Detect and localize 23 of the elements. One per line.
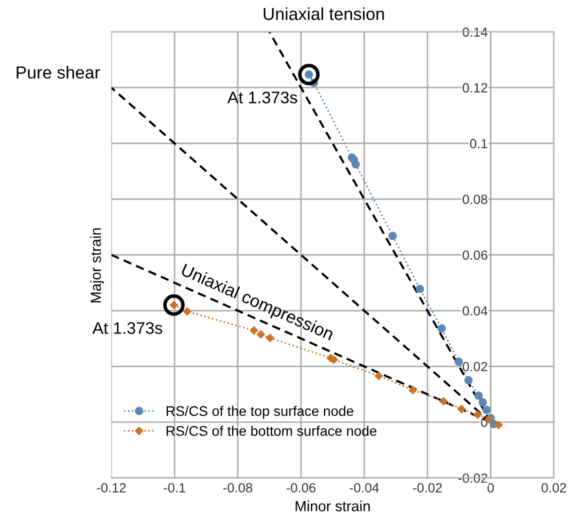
x-tick-label: 0 [488,483,494,492]
annotation: At 1.373s [227,92,298,104]
x-tick-label: -0.12 [96,483,126,492]
annotation: At 1.373s [92,322,162,334]
x-axis-title: Minor strain [296,500,370,512]
legend-label: RS/CS of the bottom surface node [166,426,376,436]
y-tick-label: 0.02 [462,362,488,372]
x-tick-label: -0.08 [223,483,252,492]
x-tick-label: -0.04 [350,483,379,492]
y-tick-label: 0.1 [470,138,488,148]
y-tick-label: 0.08 [462,194,488,204]
y-tick-label: 0.12 [462,83,488,93]
annotation: Pure shear [16,66,100,79]
y-tick-label: 0.06 [462,250,488,260]
legend-label: RS/CS of the top surface node [166,406,354,419]
x-tick-label: -0.1 [164,483,186,492]
x-tick-label: -0.02 [412,483,442,492]
y-tick-label: 0.14 [462,27,488,37]
y-tick-label: 0.04 [462,306,488,316]
x-tick-label: 0.02 [542,483,566,492]
y-axis-title: Major strain [90,228,104,302]
annotation: Uniaxial tension [264,7,384,20]
x-tick-label: -0.06 [286,483,316,492]
